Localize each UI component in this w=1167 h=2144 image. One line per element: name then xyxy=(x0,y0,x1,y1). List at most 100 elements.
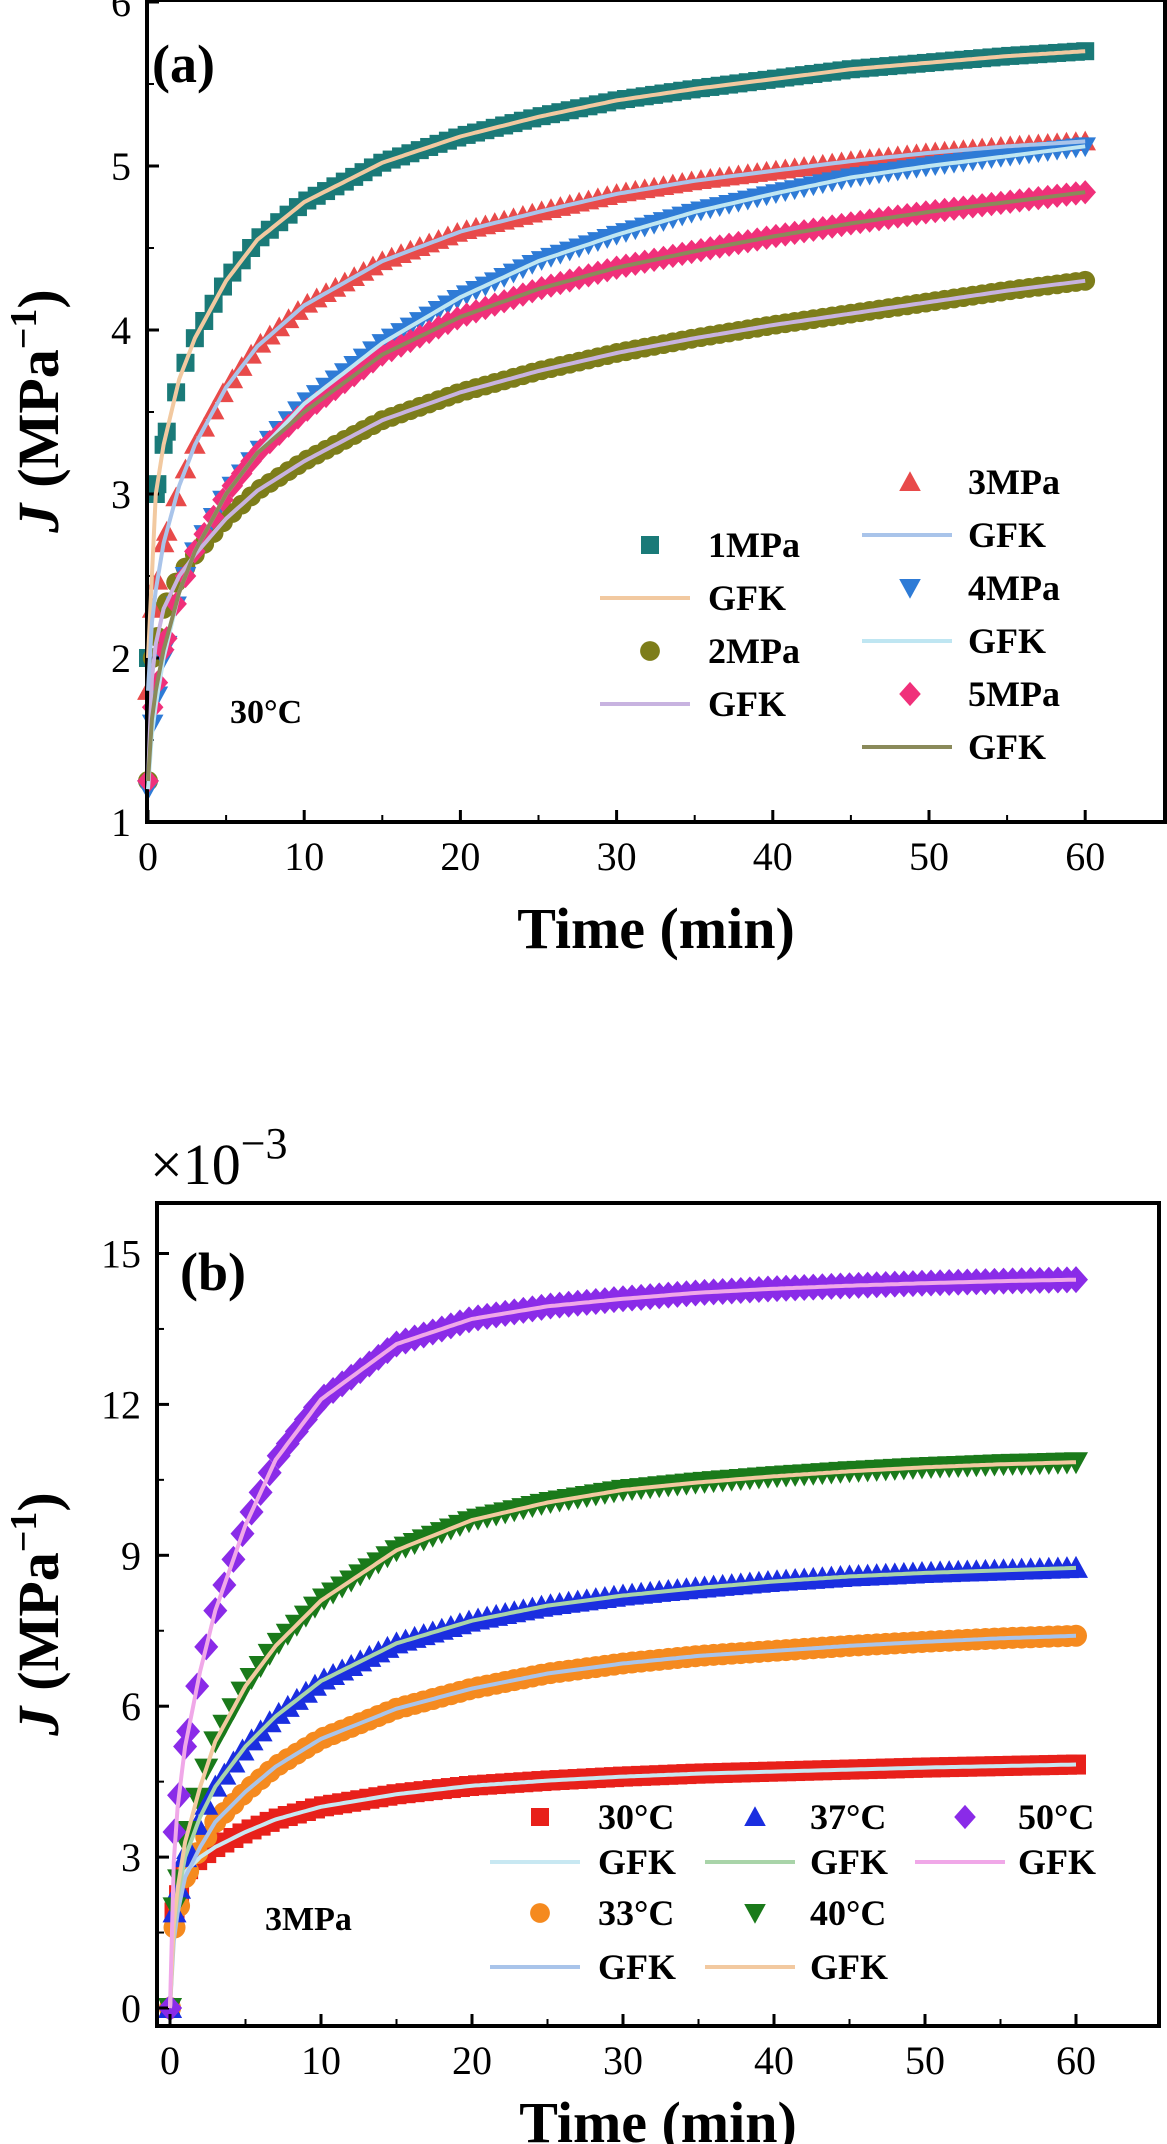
legend-label-3MPa: 3MPa xyxy=(968,462,1060,502)
legend-label-50°C: 50°C xyxy=(1018,1797,1094,1837)
y-tick-label: 0 xyxy=(121,1986,141,2031)
legend-marker-30°C xyxy=(531,1808,549,1826)
y-tick-label: 5 xyxy=(111,144,131,189)
x-tick-label: 30 xyxy=(603,2038,643,2083)
x-tick-label: 50 xyxy=(905,2038,945,2083)
y-tick-label: 15 xyxy=(101,1232,141,1277)
fit-line-5MPa xyxy=(146,190,1086,782)
legend-marker-2MPa xyxy=(640,641,660,661)
fit-line-37°C xyxy=(168,1565,1077,2009)
y-tick-label: 3 xyxy=(111,472,131,517)
panel-a-x-axis-title: Time (min) xyxy=(517,896,795,961)
legend-label-1MPa: 1MPa xyxy=(708,525,800,565)
panel-a-data-points xyxy=(137,42,1096,800)
y-tick-label: 1 xyxy=(111,800,131,845)
x-tick-label: 50 xyxy=(909,834,949,879)
panel-b-y-multiplier: ×10−3 xyxy=(150,1119,288,1197)
legend-label-2MPa: 2MPa xyxy=(708,631,800,671)
legend-label-5MPa: 5MPa xyxy=(968,674,1060,714)
y-tick-label: 6 xyxy=(111,0,131,25)
legend-fit-label: GFK xyxy=(1018,1842,1096,1882)
panel-a-y-axis-exponent: −1 xyxy=(3,309,45,350)
fit-line-4MPa xyxy=(146,144,1086,790)
y-tick-label: 4 xyxy=(111,308,131,353)
panel-a-temperature-annotation: 30°C xyxy=(230,694,302,731)
panel-b-frame xyxy=(155,1201,1161,2028)
legend-fit-label: GFK xyxy=(968,621,1046,661)
panel-a-y-axis-close: ) xyxy=(6,289,71,308)
legend-marker-5MPa xyxy=(899,681,921,707)
legend-fit-label: GFK xyxy=(708,578,786,618)
panel-b-y-axis-close: ) xyxy=(6,1492,71,1511)
data-point xyxy=(1065,1624,1087,1647)
legend-fit-label: GFK xyxy=(810,1842,888,1882)
legend-marker-40°C xyxy=(744,1904,766,1924)
legend-marker-4MPa xyxy=(899,579,921,599)
x-tick-label: 60 xyxy=(1056,2038,1096,2083)
panel-b-y-axis-exponent: −1 xyxy=(3,1512,45,1553)
legend-label-30°C: 30°C xyxy=(598,1797,674,1837)
y-tick-label: 12 xyxy=(101,1382,141,1427)
legend-label-33°C: 33°C xyxy=(598,1893,674,1933)
fit-line-2MPa xyxy=(146,278,1086,782)
fit-line-33°C xyxy=(168,1633,1077,2009)
legend-label-37°C: 37°C xyxy=(810,1797,886,1837)
x-tick-label: 20 xyxy=(440,834,480,879)
y-tick-label: 3 xyxy=(121,1835,141,1880)
legend-marker-50°C xyxy=(954,1804,976,1830)
panel-a-y-axis-title: J (MPa−1) xyxy=(3,289,71,533)
fit-line-50°C xyxy=(168,1277,1076,2009)
y-tick-label: 9 xyxy=(121,1533,141,1578)
fit-line-3MPa xyxy=(146,139,1086,691)
legend-marker-3MPa xyxy=(899,471,921,491)
x-tick-label: 0 xyxy=(138,834,158,879)
y-tick-label: 6 xyxy=(121,1684,141,1729)
x-tick-label: 30 xyxy=(597,834,637,879)
fit-line-30°C xyxy=(168,1762,1077,2009)
legend-fit-label: GFK xyxy=(810,1947,888,1987)
x-tick-label: 60 xyxy=(1065,834,1105,879)
x-tick-label: 40 xyxy=(753,834,793,879)
panel-b-fit-lines xyxy=(168,1277,1077,2009)
panel-b-y-axis-unit: (MPa xyxy=(6,1552,71,1691)
x-tick-label: 20 xyxy=(452,2038,492,2083)
panel-b-multiplier-base: ×10 xyxy=(150,1132,241,1197)
panel-b: 0 10 20 30 40 50 60 0 3 6 9 12 15 ×10−3 (b) 3MPa Ti… xyxy=(3,1119,1161,2144)
panel-a-fit-lines xyxy=(146,49,1086,790)
legend-marker-37°C xyxy=(744,1806,766,1826)
panel-b-y-axis: 0 3 6 9 12 15 xyxy=(101,1232,169,2031)
legend-marker-33°C xyxy=(530,1903,550,1923)
panel-b-label: (b) xyxy=(180,1242,246,1302)
panel-a-legend: 1MPa GFK 2MPa GFK 3MPa GFK 4MPa GFK 5MPa GFK xyxy=(600,462,1060,767)
panel-a-label: (a) xyxy=(152,34,215,94)
legend-fit-label: GFK xyxy=(598,1947,676,1987)
panel-a-y-axis-symbol: J xyxy=(6,502,71,534)
panel-b-x-axis-title: Time (min) xyxy=(519,2090,797,2144)
panel-a-y-axis: 1 2 3 4 5 6 xyxy=(111,0,159,845)
panel-b-pressure-annotation: 3MPa xyxy=(265,1901,352,1938)
data-point xyxy=(1064,1555,1088,1578)
x-tick-label: 10 xyxy=(284,834,324,879)
fit-line-1MPa xyxy=(146,49,1086,659)
panel-b-y-axis-title: J (MPa−1) xyxy=(3,1492,71,1736)
panel-a-x-axis: 0 10 20 30 40 50 60 xyxy=(138,810,1105,879)
panel-b-y-axis-symbol: J xyxy=(6,1705,71,1737)
y-tick-label: 2 xyxy=(111,636,131,681)
panel-b-x-axis: 0 10 20 30 40 50 60 xyxy=(160,2014,1096,2083)
legend-fit-label: GFK xyxy=(708,684,786,724)
legend-marker-1MPa xyxy=(641,536,659,554)
legend-fit-label: GFK xyxy=(598,1842,676,1882)
panel-a-y-axis-unit: (MPa xyxy=(6,349,71,488)
legend-fit-label: GFK xyxy=(968,727,1046,767)
legend-label-40°C: 40°C xyxy=(810,1893,886,1933)
x-tick-label: 10 xyxy=(301,2038,341,2083)
panel-a: 0 10 20 30 40 50 60 1 2 3 4 5 6 (a) 30°C Time (min)… xyxy=(3,0,1167,961)
panel-b-legend: 30°C GFK 33°C GFK 37°C GFK 40°C GFK 50°C GFK xyxy=(490,1797,1096,1987)
legend-label-4MPa: 4MPa xyxy=(968,568,1060,608)
x-tick-label: 0 xyxy=(160,2038,180,2083)
panel-b-multiplier-exponent: −3 xyxy=(241,1119,288,1168)
fit-line-40°C xyxy=(168,1460,1077,2009)
legend-fit-label: GFK xyxy=(968,515,1046,555)
x-tick-label: 40 xyxy=(754,2038,794,2083)
